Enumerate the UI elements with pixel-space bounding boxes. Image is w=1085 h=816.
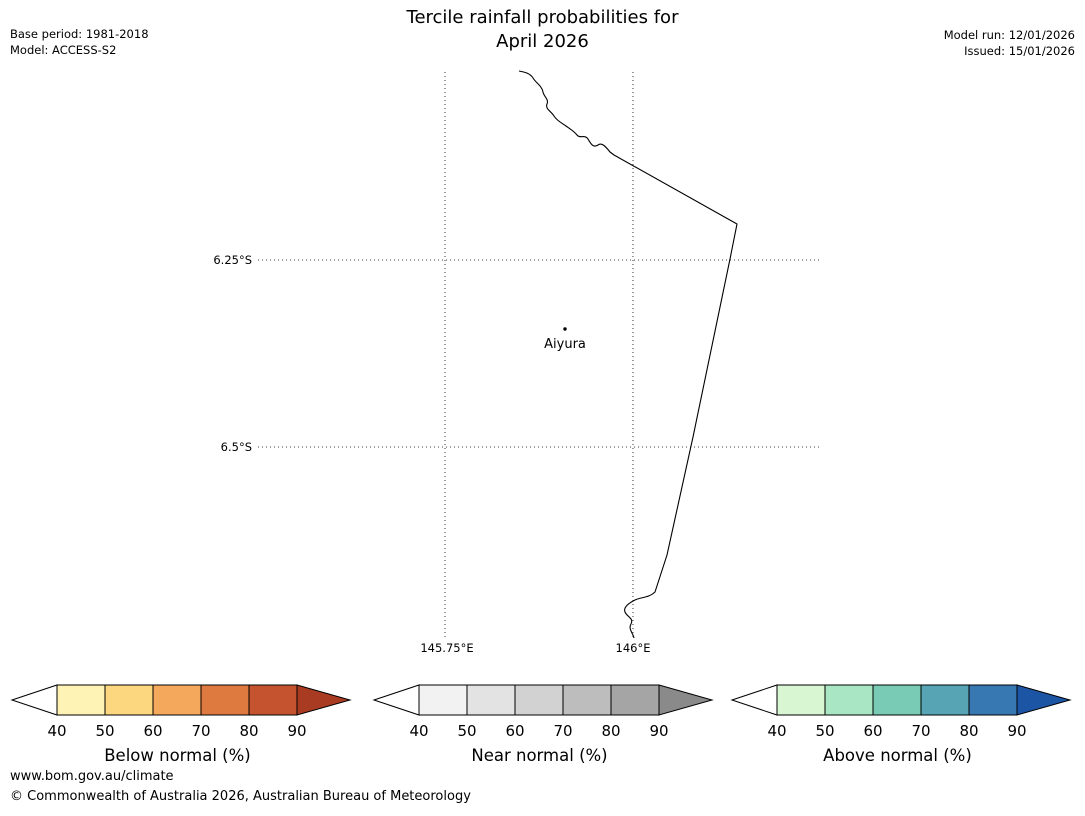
footer-copyright: © Commonwealth of Australia 2026, Austra… [10, 789, 471, 804]
legend-near-normal: 40 50 60 70 80 90 Near normal (%) [372, 684, 717, 794]
colorbar-tick: 60 [863, 722, 882, 740]
colorbar-left-arrow [730, 684, 778, 716]
model-info-block: Base period: 1981-2018 Model: ACCESS-S2 [10, 26, 149, 58]
colorbar-segment [872, 684, 922, 716]
colorbar-segment [776, 684, 826, 716]
colorbar-tick: 70 [191, 722, 210, 740]
colorbar-segment [248, 684, 298, 716]
colorbar-segment [56, 684, 106, 716]
model-run-label: Model run: 12/01/2026 [943, 28, 1075, 42]
page-title-line2: April 2026 [496, 31, 589, 52]
colorbar-left-arrow [10, 684, 58, 716]
legend-above-normal: 40 50 60 70 80 90 Above normal (%) [730, 684, 1075, 794]
colorbar-right-arrow [658, 684, 714, 716]
colorbar-segment [610, 684, 660, 716]
colorbar-tick: 60 [143, 722, 162, 740]
colorbar-segment [514, 684, 564, 716]
colorbar-segment [152, 684, 202, 716]
colorbar-tick: 90 [287, 722, 306, 740]
lon-label-146e: 146°E [615, 641, 651, 655]
lon-label-145-75e: 145.75°E [420, 641, 474, 655]
colorbar-tick: 50 [95, 722, 114, 740]
lat-label-6-25s: 6.25°S [213, 253, 252, 267]
colorbar-tick: 40 [409, 722, 428, 740]
colorbar-below-normal: 40 50 60 70 80 90 [10, 684, 352, 740]
station-marker-aiyura [563, 327, 567, 331]
colorbar-segment [968, 684, 1018, 716]
colorbar-left-arrow [372, 684, 420, 716]
colorbar-above-normal: 40 50 60 70 80 90 [730, 684, 1072, 740]
colorbar-tick: 80 [601, 722, 620, 740]
footer-url: www.bom.gov.au/climate [10, 769, 174, 784]
colorbar-tick: 90 [649, 722, 668, 740]
colorbar-segment [562, 684, 612, 716]
page-title-line1: Tercile rainfall probabilities for [406, 7, 679, 28]
colorbar-tick: 70 [911, 722, 930, 740]
colorbar-right-arrow [296, 684, 352, 716]
coastline-path [518, 70, 738, 639]
colorbar-tick: 40 [47, 722, 66, 740]
colorbar-tick: 80 [239, 722, 258, 740]
colorbar-segment [824, 684, 874, 716]
colorbar-right-arrow [1016, 684, 1072, 716]
colorbar-segment [104, 684, 154, 716]
run-info-block: Model run: 12/01/2026 Issued: 15/01/2026 [944, 27, 1075, 59]
legend-title-below-normal: Below normal (%) [104, 746, 251, 765]
legend-title-near-normal: Near normal (%) [471, 746, 608, 765]
lat-label-6-5s: 6.5°S [220, 440, 252, 454]
colorbar-tick: 40 [767, 722, 786, 740]
colorbar-tick: 90 [1007, 722, 1026, 740]
colorbar-tick: 50 [457, 722, 476, 740]
station-label: Aiyura [544, 337, 586, 352]
model-label: Model: ACCESS-S2 [10, 43, 117, 57]
colorbar-tick: 80 [959, 722, 978, 740]
colorbar-tick: 60 [505, 722, 524, 740]
legend-below-normal: 40 50 60 70 80 90 Below normal (%) [10, 684, 355, 794]
colorbar-segment [418, 684, 468, 716]
colorbar-near-normal: 40 50 60 70 80 90 [372, 684, 714, 740]
issued-label: Issued: 15/01/2026 [964, 44, 1075, 58]
base-period-label: Base period: 1981-2018 [10, 27, 149, 41]
colorbar-tick: 50 [815, 722, 834, 740]
colorbar-segment [200, 684, 250, 716]
colorbar-tick: 70 [553, 722, 572, 740]
colorbar-segment [920, 684, 970, 716]
colorbar-segment [466, 684, 516, 716]
legend-title-above-normal: Above normal (%) [823, 746, 972, 765]
